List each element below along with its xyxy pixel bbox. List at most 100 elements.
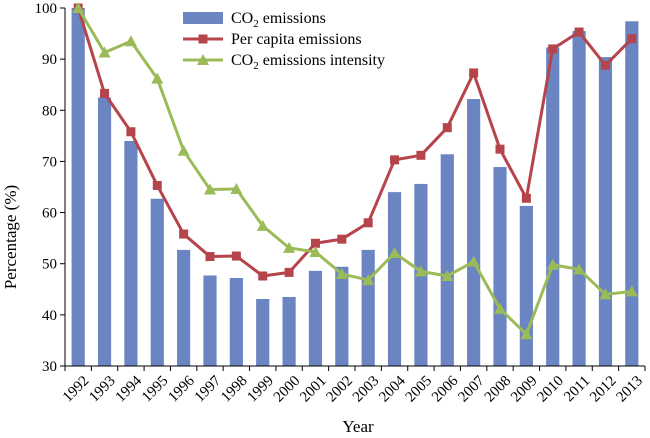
point-intensity bbox=[414, 265, 427, 277]
x-tick-label: 2011 bbox=[561, 373, 593, 405]
point-per-capita bbox=[600, 60, 610, 70]
bar-co2-emissions bbox=[229, 278, 243, 366]
bar-co2-emissions bbox=[308, 270, 323, 366]
bar-co2-emissions bbox=[572, 31, 586, 367]
line-intensity bbox=[76, 7, 632, 336]
point-per-capita bbox=[100, 88, 110, 98]
point-per-capita bbox=[179, 229, 189, 239]
x-tick-label: 2009 bbox=[508, 373, 541, 406]
point-intensity bbox=[283, 241, 296, 253]
x-tick-label: 2010 bbox=[534, 373, 567, 406]
x-tick-label: 2012 bbox=[587, 373, 620, 406]
x-tick-label: 2007 bbox=[455, 373, 488, 406]
point-intensity bbox=[599, 288, 612, 300]
point-intensity bbox=[151, 72, 164, 84]
x-tick-label: 1998 bbox=[218, 373, 251, 406]
bar-co2-emissions bbox=[71, 8, 85, 366]
legend-marker-per-capita bbox=[198, 34, 208, 44]
x-tick-label: 2006 bbox=[429, 373, 462, 406]
point-per-capita bbox=[337, 234, 347, 244]
bar-co2-emissions bbox=[493, 167, 507, 366]
x-tick-label: 2008 bbox=[482, 373, 515, 406]
point-intensity bbox=[362, 274, 375, 286]
bar-co2-emissions bbox=[361, 249, 375, 366]
point-intensity bbox=[388, 246, 401, 258]
y-axis-ticks: 30 40 50 60 70 80 90 100 bbox=[35, 1, 65, 375]
point-per-capita bbox=[495, 144, 505, 154]
point-intensity bbox=[230, 183, 243, 195]
point-per-capita bbox=[231, 251, 241, 261]
point-per-capita bbox=[205, 252, 215, 262]
y-axis-title: Percentage (%) bbox=[1, 185, 20, 289]
point-per-capita bbox=[416, 150, 426, 160]
point-intensity bbox=[256, 219, 269, 231]
point-per-capita bbox=[574, 27, 584, 37]
point-per-capita bbox=[548, 44, 558, 54]
bar-co2-emissions bbox=[387, 192, 402, 366]
point-intensity bbox=[309, 245, 322, 257]
y-tick-label: 40 bbox=[42, 308, 57, 324]
y-tick-label: 100 bbox=[35, 1, 58, 17]
x-tick-label: 2003 bbox=[350, 373, 383, 406]
x-tick-label: 1996 bbox=[165, 373, 198, 406]
legend-label-co2-emissions: CO2 emissions bbox=[231, 10, 326, 30]
point-per-capita bbox=[469, 68, 479, 78]
line-per-capita bbox=[76, 7, 633, 278]
point-intensity bbox=[573, 263, 586, 275]
legend-swatch-co2-emissions bbox=[183, 12, 223, 24]
bar-co2-emissions bbox=[203, 275, 217, 366]
point-per-capita bbox=[363, 218, 373, 228]
x-axis-title: Year bbox=[342, 417, 374, 436]
point-per-capita bbox=[152, 180, 162, 190]
bar-co2-emissions bbox=[440, 154, 454, 366]
point-intensity bbox=[177, 144, 190, 156]
point-per-capita bbox=[258, 271, 268, 281]
point-per-capita bbox=[390, 155, 400, 165]
legend-label-intensity: CO2 emissions intensity bbox=[231, 52, 385, 72]
point-per-capita bbox=[627, 34, 637, 44]
bar-co2-emissions bbox=[97, 97, 112, 366]
point-intensity bbox=[441, 269, 454, 281]
bar-co2-emissions bbox=[177, 249, 191, 366]
x-tick-label: 1997 bbox=[192, 373, 225, 406]
y-tick-label: 60 bbox=[42, 206, 57, 222]
point-intensity bbox=[124, 35, 137, 47]
point-intensity bbox=[335, 267, 348, 279]
legend-marker-intensity bbox=[197, 54, 209, 65]
point-intensity bbox=[520, 328, 533, 340]
bar-co2-emissions bbox=[546, 47, 560, 366]
point-per-capita bbox=[521, 193, 531, 203]
point-per-capita bbox=[126, 127, 136, 137]
bar-co2-emissions bbox=[335, 266, 349, 366]
x-tick-label: 2013 bbox=[614, 373, 647, 406]
x-tick-label: 2001 bbox=[297, 373, 330, 406]
point-per-capita bbox=[284, 267, 294, 277]
bar-co2-emissions bbox=[625, 21, 639, 366]
bar-series bbox=[71, 8, 639, 367]
x-axis-ticks: 1992199319941995199619971998199920002001… bbox=[60, 366, 646, 405]
point-per-capita bbox=[442, 123, 452, 133]
y-tick-label: 70 bbox=[42, 154, 57, 170]
x-tick-label: 1993 bbox=[86, 373, 119, 406]
x-tick-label: 2000 bbox=[271, 373, 304, 406]
legend-label-per-capita: Per capita emissions bbox=[231, 31, 362, 48]
bar-co2-emissions bbox=[124, 140, 138, 366]
x-tick-label: 1999 bbox=[244, 373, 277, 406]
y-tick-label: 80 bbox=[42, 103, 57, 119]
bar-co2-emissions bbox=[519, 205, 533, 366]
x-tick-label: 2004 bbox=[376, 373, 409, 406]
y-tick-label: 50 bbox=[42, 257, 57, 273]
x-tick-label: 1992 bbox=[60, 373, 93, 406]
y-tick-label: 90 bbox=[42, 52, 57, 68]
point-intensity bbox=[494, 302, 506, 314]
x-tick-label: 1994 bbox=[113, 373, 146, 406]
point-intensity bbox=[72, 2, 85, 13]
point-intensity bbox=[98, 46, 111, 58]
bar-co2-emissions bbox=[467, 99, 481, 366]
line-series bbox=[72, 2, 638, 340]
point-intensity bbox=[467, 255, 480, 267]
point-intensity bbox=[546, 258, 559, 270]
x-tick-label: 2005 bbox=[403, 373, 436, 406]
